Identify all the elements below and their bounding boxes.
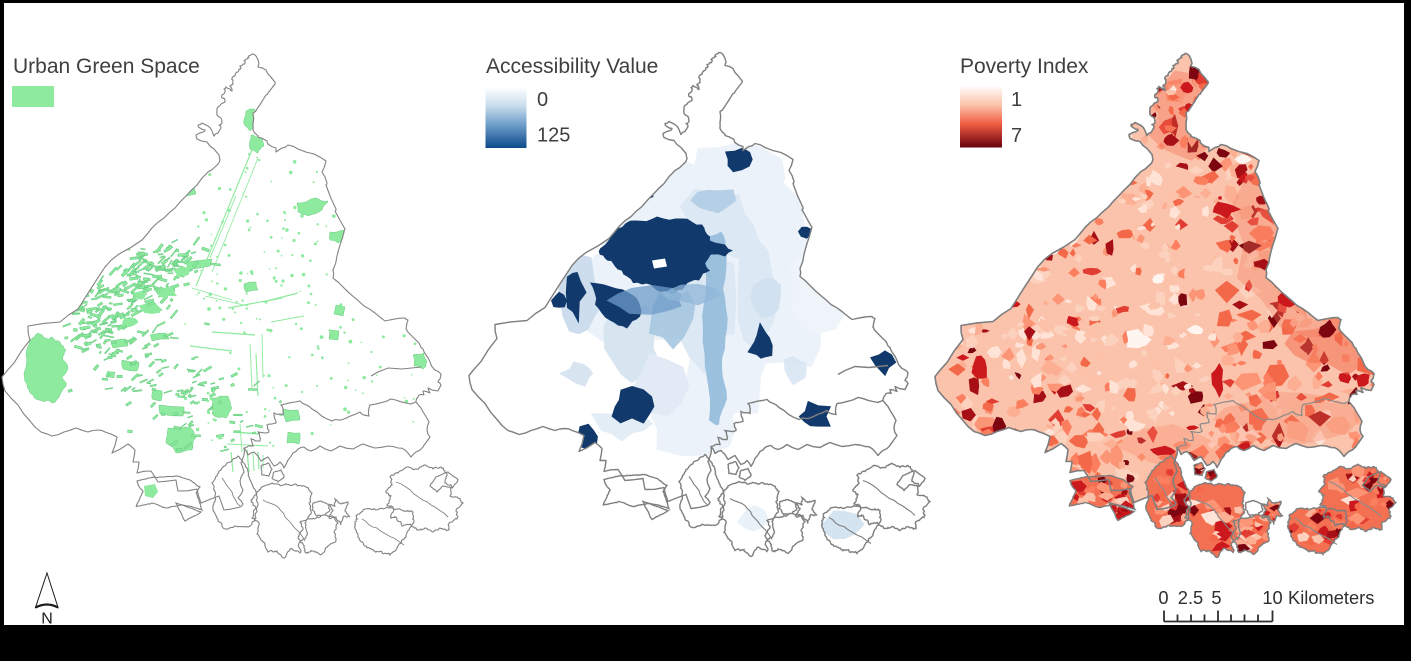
svg-text:N: N (41, 611, 53, 628)
svg-text:7: 7 (1011, 125, 1022, 147)
svg-text:Urban Green Space: Urban Green Space (13, 55, 200, 78)
svg-text:0: 0 (1158, 587, 1168, 608)
svg-text:5: 5 (1211, 587, 1221, 608)
svg-text:Kilometers: Kilometers (1288, 587, 1374, 608)
svg-text:Accessibility Value: Accessibility Value (486, 55, 658, 78)
svg-text:125: 125 (537, 125, 570, 147)
svg-text:2.5: 2.5 (1178, 587, 1203, 608)
svg-text:Poverty Index: Poverty Index (960, 55, 1089, 78)
svg-text:10: 10 (1262, 587, 1282, 608)
svg-text:0: 0 (537, 89, 548, 111)
svg-text:1: 1 (1011, 89, 1022, 111)
